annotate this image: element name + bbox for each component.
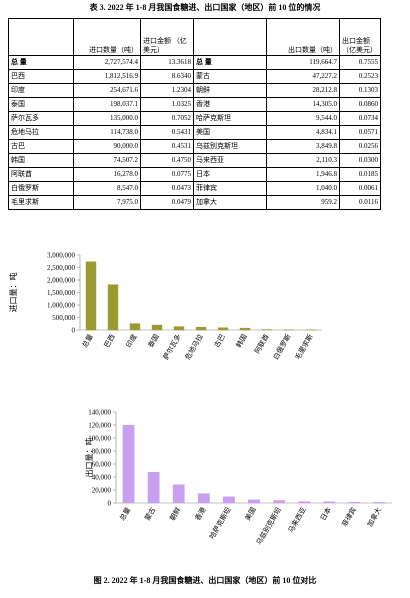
bar [107,284,119,331]
y-tick-label: 0 [108,500,112,508]
y-tick-label: 120,000 [88,422,111,430]
y-tick-label: 140,000 [88,409,111,417]
y-tick-label: 0 [72,327,76,335]
table-row: 巴西 1,812,516.9 8.6340 蒙古 47,227.2 0.2523 [8,69,381,84]
bar [151,324,163,331]
bar [129,323,141,331]
bar [348,502,361,504]
bar [173,326,185,331]
x-tick-label: 巴西 [103,333,117,349]
y-tick-label: 40,000 [92,474,112,482]
x-tick-label: 萨尔瓦多 [161,333,183,362]
x-tick-label: 总量 [117,506,132,523]
bar [195,326,207,331]
x-tick-label: 日本 [318,506,333,523]
y-tick-label: 1,000,000 [47,302,76,310]
table-cell: 7,975.0 [73,195,141,210]
y-tick-label: 1,500,000 [47,289,76,297]
y-tick-label: 500,000 [52,314,75,322]
table-cell: 0.2523 [339,69,381,84]
header-row: 进口数量（吨） 进口金额 （亿美元） 出口数量（吨） 出口金额 （亿美元） [8,18,381,56]
x-tick-label: 总量 [80,333,95,350]
bar [273,500,285,504]
x-tick-label: 马来西亚 [287,506,308,534]
x-tick-label: 乌兹别克斯坦 [254,506,283,547]
y-tick-label: 80,000 [92,448,112,456]
x-tick-label: 哈萨克斯坦 [207,506,232,541]
table-body: 总 量 2,727,574.4 13.3618 总 量 119,664.7 0.7555 巴… [8,55,381,210]
x-tick-label: 菲律宾 [340,506,358,529]
y-tick-label: 100,000 [88,435,111,443]
y-tick-label: 60,000 [92,461,112,469]
table-row: 白俄罗斯 8,547.0 0.0473 菲律宾 1,040.0 0.0061 [8,181,381,196]
bar [122,424,135,504]
bar [85,261,97,331]
y-tick-label: 2,500,000 [47,264,76,272]
bar [172,484,185,504]
x-tick-label: 韩国 [234,333,249,350]
x-tick-label: 美国 [243,506,258,523]
x-tick-label: 印度 [124,333,139,350]
y-tick-label: 2,000,000 [47,277,76,285]
table-cell: 0.0116 [339,195,381,210]
y-axis-label: 出口量：吨 [84,438,94,478]
x-tick-label: 香港 [193,506,208,523]
table-row: 毛里求斯 7,975.0 0.0479 加拿大 959.2 0.0116 [8,195,381,210]
data-table: 进口数量（吨） 进口金额 （亿美元） 出口数量（吨） 出口金额 （亿美元） 总 … [8,18,381,210]
x-tick-label: 加拿大 [365,506,383,529]
y-axis-label: 进口量：吨 [8,273,18,313]
x-tick-label: 蒙古 [143,506,158,523]
table-row: 古巴 90,000.0 0.4531 乌兹别克斯坦 3,849.8 0.0256 [8,139,381,154]
bar [323,501,336,504]
x-tick-label: 泰国 [146,333,161,350]
bar [223,496,235,504]
x-tick-label: 白俄罗斯 [271,333,293,362]
x-tick-label: 毛里求斯 [293,333,315,362]
x-tick-label: 阿联酋 [252,333,270,356]
bar [239,327,251,331]
header-cell: 出口数量（吨） [266,18,340,56]
bar [298,501,311,504]
bar [197,493,210,504]
x-tick-label: 古巴 [212,333,227,350]
bar [217,327,229,331]
x-tick-label: 朝鲜 [168,506,183,523]
table-title: 表 3. 2022 年 1-8 月我国食糖进、出口国家（地区）前 10 位的情况 [89,3,321,12]
table-row: 印度 254,671.6 1.2304 朝鲜 28,212.8 0.1303 [8,83,381,98]
x-tick-label: 危地马拉 [183,333,205,362]
header-cell: 出口金额 （亿美元） [339,18,381,56]
y-tick-label: 20,000 [92,487,112,495]
caption: 图 2. 2022 年 1-8 月我国食糖进、出口国家（地区）前 10 位对比 [94,575,317,585]
table-row: 总 量 2,727,574.4 13.3618 总 量 119,664.7 0.7555 [8,55,381,70]
table-cell: 加拿大 [193,195,267,210]
bar [248,499,260,504]
bar [373,502,386,504]
bar [147,472,160,504]
y-tick-label: 3,000,000 [47,252,76,260]
table-row: 泰国 198,037.1 1.0325 香港 14,305.0 0.0860 [8,97,381,112]
